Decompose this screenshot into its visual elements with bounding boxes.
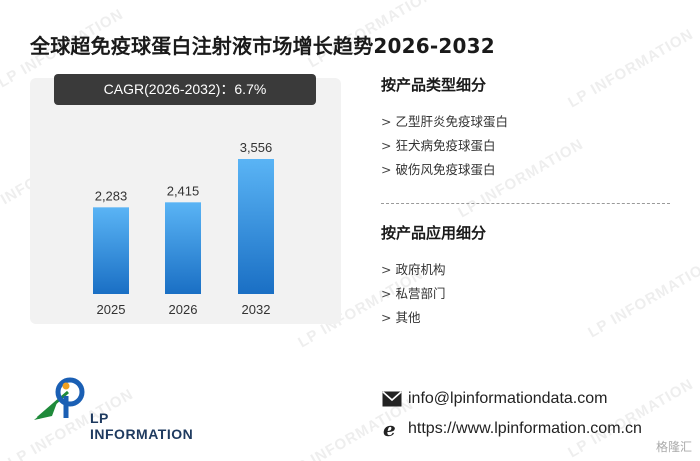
application-heading: 按产品应用细分	[381, 224, 487, 242]
chevron-right-icon: >	[381, 114, 392, 129]
chevron-right-icon: >	[381, 138, 392, 153]
product-type-heading: 按产品类型细分	[381, 76, 487, 94]
logo-mark-icon	[34, 377, 85, 420]
bar-chart: 2,283 2025 2,415 2026 3,556 2032	[93, 140, 274, 317]
website-text[interactable]: https://www.lpinformation.com.cn	[408, 420, 642, 437]
list-item: > 乙型肝炎免疫球蛋白	[381, 114, 508, 129]
watermark: LP INFORMATION	[565, 25, 697, 112]
divider	[381, 203, 670, 204]
chevron-right-icon: >	[381, 286, 392, 301]
list-item: > 其他	[381, 310, 421, 325]
email-contact[interactable]: info@lpinformationdata.com	[382, 389, 607, 409]
bar-2025	[93, 207, 129, 294]
x-tick-label: 2026	[169, 302, 198, 317]
list-item: > 政府机构	[381, 262, 446, 277]
list-item: > 破伤风免疫球蛋白	[381, 162, 496, 177]
website-contact[interactable]: e https://www.lpinformation.com.cn	[382, 419, 642, 439]
bar-value-label: 2,283	[95, 188, 128, 203]
x-tick-label: 2032	[242, 302, 271, 317]
chevron-right-icon: >	[381, 162, 392, 177]
corner-watermark: 格隆汇	[655, 440, 692, 454]
bar-2032	[238, 159, 274, 294]
svg-text:e: e	[383, 419, 396, 439]
chevron-right-icon: >	[381, 310, 392, 325]
envelope-icon	[382, 389, 402, 409]
page-title: 全球超免疫球蛋白注射液市场增长趋势2026-2032	[30, 34, 495, 58]
logo-text: LP INFORMATION	[90, 410, 194, 442]
application-list: > 政府机构 > 私营部门 > 其他	[381, 258, 446, 330]
watermark: LP INFORMATION	[585, 255, 700, 342]
product-type-list: > 乙型肝炎免疫球蛋白 > 狂犬病免疫球蛋白 > 破伤风免疫球蛋白	[381, 110, 508, 182]
email-text[interactable]: info@lpinformationdata.com	[408, 390, 608, 407]
ie-browser-icon: e	[382, 419, 402, 439]
cagr-badge: CAGR(2026-2032)：6.7%	[54, 74, 316, 105]
bar-value-label: 2,415	[167, 183, 200, 198]
list-item: > 狂犬病免疫球蛋白	[381, 138, 496, 153]
bar-2026	[165, 202, 201, 294]
bar-value-label: 3,556	[240, 140, 273, 155]
x-tick-label: 2025	[97, 302, 126, 317]
company-logo: LP INFORMATION	[28, 370, 208, 442]
chevron-right-icon: >	[381, 262, 392, 277]
list-item: > 私营部门	[381, 286, 446, 301]
